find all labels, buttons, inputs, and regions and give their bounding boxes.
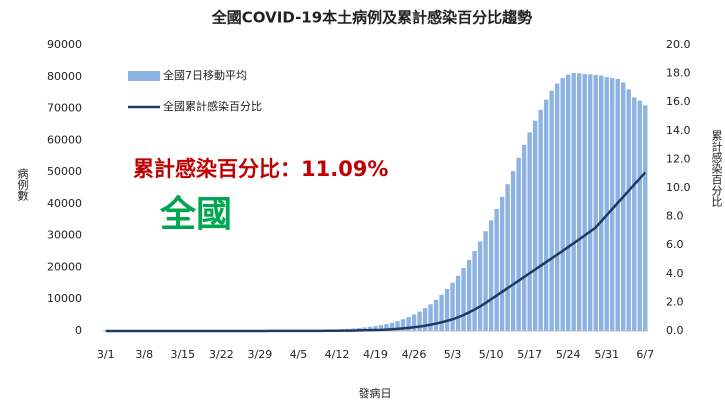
y-tick-label: 90000 [47,38,82,51]
bar [378,325,384,331]
bar [472,250,477,331]
bar [543,99,549,331]
y2-tick-label: 6.0 [666,238,684,251]
y-tick-label: 30000 [47,229,82,242]
y-tick-label: 80000 [47,70,82,83]
bar [444,289,450,331]
y2-tick-label: 16.0 [666,95,691,108]
bar [466,259,472,331]
y2-tick-label: 10.0 [666,181,691,194]
chart-title: 全國COVID-19本土病例及累計感染百分比趨勢 [211,9,532,27]
bar [406,317,411,331]
bar [610,78,615,331]
y2-tick-label: 4.0 [666,267,684,280]
x-tick-label: 5/31 [594,348,619,361]
bar [422,308,428,331]
bar [417,311,422,331]
bar [384,324,389,331]
x-tick-label: 3/15 [170,348,195,361]
bar [395,321,400,331]
legend-label: 全國累計感染百分比 [163,99,262,113]
bar [532,120,538,332]
x-tick-label: 5/24 [556,348,581,361]
bar [615,79,620,331]
bar [411,314,417,331]
bar [582,73,587,331]
bar [554,83,560,331]
y-tick-label: 20000 [47,260,82,273]
bar [400,319,406,331]
bar [565,74,571,331]
x-tick-label: 3/8 [135,348,153,361]
bar [373,326,378,331]
bar [428,304,433,331]
bar [477,241,483,331]
bar [494,208,499,331]
bar [521,144,527,331]
bar [516,157,521,331]
bar [527,132,532,331]
bar [488,220,494,331]
bar [439,294,444,331]
y2-tick-label: 8.0 [666,210,684,223]
x-tick-label: 4/5 [290,348,308,361]
x-tick-label: 4/26 [402,348,427,361]
y2-tick-label: 0.0 [666,324,684,337]
legend-label: 全國7日移動平均 [163,68,247,82]
x-tick-label: 3/29 [248,348,273,361]
bar [599,75,604,331]
bar [560,78,565,331]
bar [604,77,609,332]
bar [389,322,395,331]
bar [455,275,461,331]
bar [626,89,631,331]
annotation: 累計感染百分比：11.09% [133,157,388,181]
x-tick-label: 5/3 [444,348,462,361]
bar [549,90,554,331]
bar [637,100,642,331]
bar [510,171,516,331]
x-tick-label: 5/10 [479,348,504,361]
x-tick-label: 4/19 [363,348,388,361]
y-tick-label: 70000 [47,102,82,115]
bar [538,109,543,332]
y-tick-label: 40000 [47,197,82,210]
bar [461,268,466,331]
x-axis-label: 發病日 [359,386,392,400]
bar [450,282,455,331]
bar [505,184,510,331]
bar [621,82,626,332]
annotation: 全國 [159,193,232,235]
y-tick-label: 0 [75,324,82,337]
bar [576,73,582,331]
x-tick-label: 4/12 [325,348,350,361]
bar [499,196,505,331]
bar [587,74,593,331]
y2-tick-label: 20.0 [666,38,691,51]
y2-tick-label: 12.0 [666,152,691,165]
y-tick-label: 10000 [47,292,82,305]
y-axis-label: 病例數 [16,167,29,202]
bar [483,231,488,331]
x-tick-label: 3/22 [209,348,234,361]
y-tick-label: 60000 [47,133,82,146]
y2-tick-label: 18.0 [666,67,691,80]
bar [643,105,648,331]
bar [632,97,637,331]
bar [433,299,439,331]
x-tick-label: 5/17 [517,348,542,361]
x-tick-label: 6/7 [636,348,654,361]
bar [593,74,598,332]
y-tick-label: 50000 [47,165,82,178]
y2-tick-label: 14.0 [666,124,691,137]
y2-axis-label: 累計感染百分比 [710,130,723,207]
x-tick-label: 3/1 [97,348,115,361]
bar [571,72,576,331]
y2-tick-label: 2.0 [666,295,684,308]
line [105,171,647,333]
legend-swatch [128,71,160,81]
